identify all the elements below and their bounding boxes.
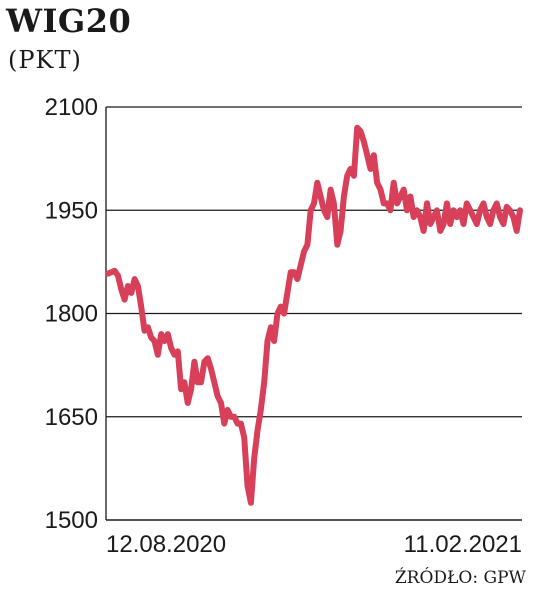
y-tick-label-1950: 1950 (45, 197, 98, 224)
chart-unit-label: (PKT) (8, 46, 82, 74)
series-line-wig20 (105, 124, 523, 506)
y-tick-label-1800: 1800 (45, 301, 98, 328)
y-tick-label-2100: 2100 (45, 94, 98, 121)
x-tick-label-1: 11.02.2021 (404, 531, 522, 558)
series-layer (105, 124, 523, 506)
x-axis-ticks: 12.08.2020 11.02.2021 (106, 531, 522, 558)
y-tick-label-1650: 1650 (45, 404, 98, 431)
source-note: ŹRÓDŁO: GPW (394, 568, 526, 588)
gridlines (105, 106, 522, 521)
y-axis-ticks: 1500 1650 1800 1950 2100 (45, 94, 98, 534)
y-tick-label-1500: 1500 (45, 507, 98, 534)
chart-title: WIG20 (6, 2, 132, 40)
x-tick-label-0: 12.08.2020 (106, 531, 226, 558)
